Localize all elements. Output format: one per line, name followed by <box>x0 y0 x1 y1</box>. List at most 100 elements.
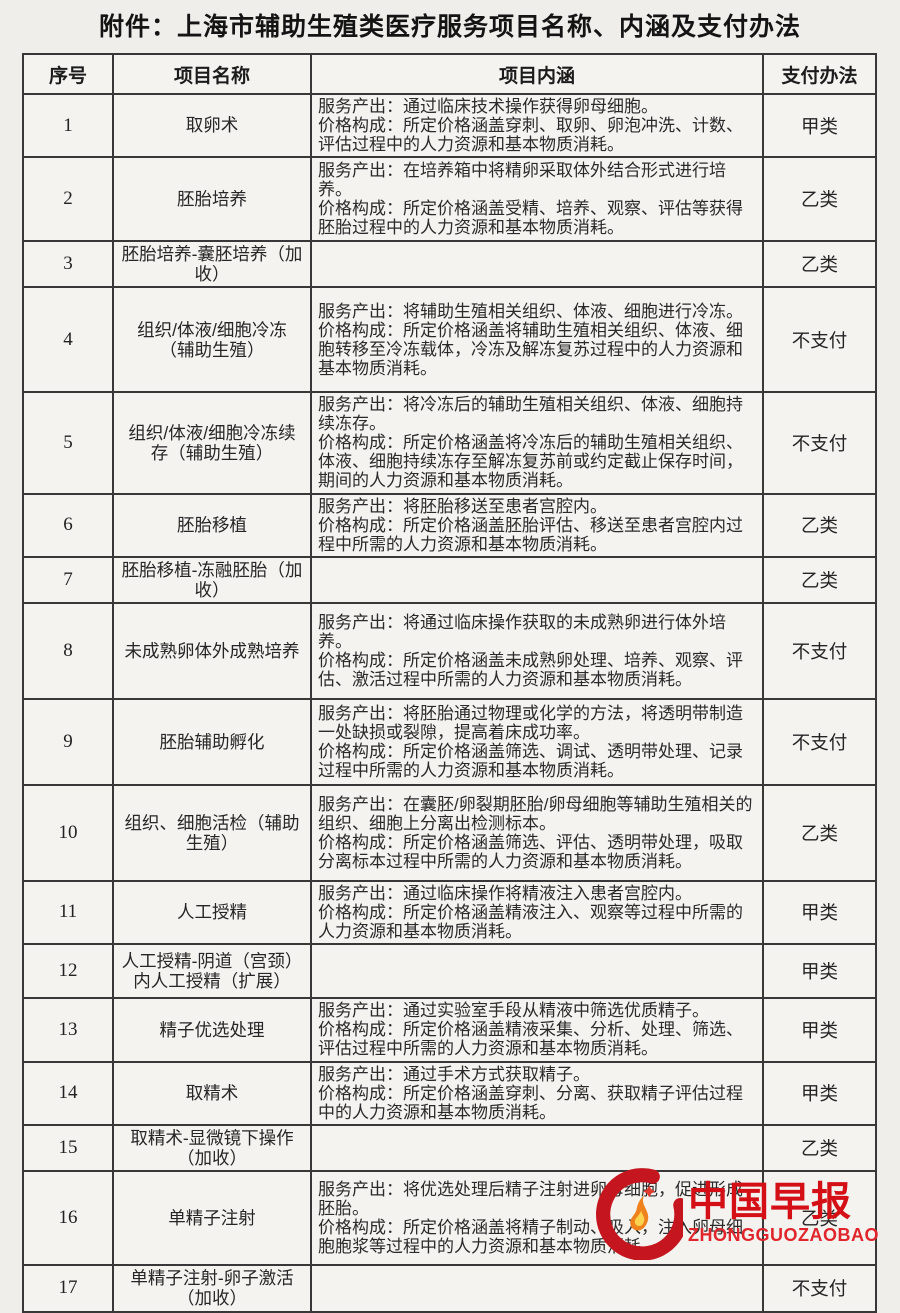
payment-method-value: 乙类 <box>762 555 877 604</box>
project-name: 组织/体液/细胞冷冻续存（辅助生殖） <box>112 391 312 495</box>
project-name: 单精子注射 <box>112 1170 312 1267</box>
price-composition-text: 价格构成：所定价格涵盖胚胎评估、移送至患者宫腔内过程中所需的人力资源和基本物质消… <box>318 515 743 554</box>
price-composition-text: 价格构成：所定价格涵盖将辅助生殖相关组织、体液、细胞转移至冷冻载体，冷冻及解冻复… <box>318 320 743 378</box>
project-name: 人工授精-阴道（宫颈）内人工授精（扩展） <box>112 942 312 999</box>
column-header-payment-method: 支付办法 <box>762 53 877 95</box>
row-number: 8 <box>22 601 114 700</box>
row-number: 4 <box>22 286 114 394</box>
service-output-text: 服务产出：将冷冻后的辅助生殖相关组织、体液、细胞持续冻存。 <box>318 395 743 434</box>
payment-method-value: 乙类 <box>762 1124 877 1173</box>
row-number: 16 <box>22 1170 114 1267</box>
row-number: 13 <box>22 996 114 1063</box>
project-content <box>310 240 764 289</box>
service-output-text: 服务产出：通过临床技术操作获得卵母细胞。 <box>318 97 658 116</box>
payment-method-value: 不支付 <box>762 1264 877 1313</box>
project-name: 胚胎移植 <box>112 492 312 558</box>
project-name: 组织、细胞活检（辅助生殖） <box>112 783 312 882</box>
service-items-table: 序号 项目名称 项目内涵 支付办法 1 取卵术 服务产出：通过临床技术操作获得卵… <box>22 53 877 1313</box>
payment-method-value: 甲类 <box>762 1060 877 1127</box>
service-output-text: 服务产出：将辅助生殖相关组织、体液、细胞进行冷冻。 <box>318 301 743 321</box>
payment-method-value: 不支付 <box>762 286 877 394</box>
price-composition-text: 价格构成：所定价格涵盖精液采集、分析、处理、筛选、评估过程中所需的人力资源和基本… <box>318 1020 743 1059</box>
table-row: 3 胚胎培养-囊胚培养（加收） 乙类 <box>22 240 877 289</box>
payment-method-value: 乙类 <box>762 1170 877 1267</box>
table-row: 5 组织/体液/细胞冷冻续存（辅助生殖） 服务产出：将冷冻后的辅助生殖相关组织、… <box>22 391 877 495</box>
price-composition-text: 价格构成：所定价格涵盖将冷冻后的辅助生殖相关组织、体液、细胞持续冻存至解冻复苏前… <box>318 433 743 491</box>
table-row: 9 胚胎辅助孵化 服务产出：将胚胎通过物理或化学的方法，将透明带制造一处缺损或裂… <box>22 697 877 786</box>
column-header-project-name: 项目名称 <box>112 53 312 95</box>
page-title: 附件：上海市辅助生殖类医疗服务项目名称、内涵及支付办法 <box>98 13 801 41</box>
table-row: 14 取精术 服务产出：通过手术方式获取精子。 价格构成：所定价格涵盖穿刺、分离… <box>22 1060 877 1127</box>
price-composition-text: 价格构成：所定价格涵盖穿刺、取卵、卵泡冲洗、计数、评估过程中的人力资源和基本物质… <box>318 116 743 155</box>
service-output-text: 服务产出：将胚胎移送至患者宫腔内。 <box>318 496 607 516</box>
row-number: 6 <box>22 492 114 558</box>
project-content: 服务产出：将胚胎移送至患者宫腔内。 价格构成：所定价格涵盖胚胎评估、移送至患者宫… <box>310 492 764 558</box>
project-name: 胚胎培养 <box>112 156 312 243</box>
row-number: 10 <box>22 783 114 882</box>
table-row: 2 胚胎培养 服务产出：在培养箱中将精卵采取体外结合形式进行培养。 价格构成：所… <box>22 156 877 243</box>
project-name: 取卵术 <box>112 92 312 159</box>
project-name: 精子优选处理 <box>112 996 312 1063</box>
price-composition-text: 价格构成：所定价格涵盖将精子制动、吸入，注入卵母细胞胞浆等过程中的人力资源和基本… <box>318 1218 743 1257</box>
table-row: 13 精子优选处理 服务产出：通过实验室手段从精液中筛选优质精子。 价格构成：所… <box>22 996 877 1063</box>
service-output-text: 服务产出：在培养箱中将精卵采取体外结合形式进行培养。 <box>318 161 726 200</box>
project-content: 服务产出：通过临床技术操作获得卵母细胞。 价格构成：所定价格涵盖穿刺、取卵、卵泡… <box>310 92 764 159</box>
service-output-text: 服务产出：在囊胚/卵裂期胚胎/卵母细胞等辅助生殖相关的组织、细胞上分离出检测标本… <box>318 794 753 833</box>
row-number: 2 <box>22 156 114 243</box>
project-content <box>310 942 764 999</box>
service-output-text: 服务产出：通过临床操作将精液注入患者宫腔内。 <box>318 883 692 903</box>
project-name: 单精子注射-卵子激活（加收） <box>112 1264 312 1313</box>
table-row: 8 未成熟卵体外成熟培养 服务产出：将通过临床操作获取的未成熟卵进行体外培养。 … <box>22 601 877 700</box>
project-name: 人工授精 <box>112 879 312 945</box>
table-row: 7 胚胎移植-冻融胚胎（加收） 乙类 <box>22 555 877 604</box>
price-composition-text: 价格构成：所定价格涵盖未成熟卵处理、培养、观察、评估、激活过程中所需的人力资源和… <box>318 650 743 689</box>
project-name: 胚胎辅助孵化 <box>112 697 312 786</box>
table-row: 1 取卵术 服务产出：通过临床技术操作获得卵母细胞。 价格构成：所定价格涵盖穿刺… <box>22 92 877 159</box>
project-content <box>310 555 764 604</box>
payment-method-value: 甲类 <box>762 879 877 945</box>
payment-method-value: 甲类 <box>762 996 877 1063</box>
column-header-number: 序号 <box>22 53 114 95</box>
project-name: 取精术 <box>112 1060 312 1127</box>
project-name: 胚胎移植-冻融胚胎（加收） <box>112 555 312 604</box>
project-content: 服务产出：通过临床操作将精液注入患者宫腔内。 价格构成：所定价格涵盖精液注入、观… <box>310 879 764 945</box>
payment-method-value: 甲类 <box>762 92 877 159</box>
service-output-text: 服务产出：将通过临床操作获取的未成熟卵进行体外培养。 <box>318 612 726 651</box>
payment-method-value: 甲类 <box>762 942 877 999</box>
table-row: 16 单精子注射 服务产出：将优选处理后精子注射进卵母细胞，促进形成胚胎。 价格… <box>22 1170 877 1267</box>
payment-method-value: 乙类 <box>762 240 877 289</box>
project-content: 服务产出：将辅助生殖相关组织、体液、细胞进行冷冻。 价格构成：所定价格涵盖将辅助… <box>310 286 764 394</box>
project-content: 服务产出：将优选处理后精子注射进卵母细胞，促进形成胚胎。 价格构成：所定价格涵盖… <box>310 1170 764 1267</box>
project-content <box>310 1264 764 1313</box>
row-number: 11 <box>22 879 114 945</box>
table-row: 12 人工授精-阴道（宫颈）内人工授精（扩展） 甲类 <box>22 942 877 999</box>
row-number: 12 <box>22 942 114 999</box>
price-composition-text: 价格构成：所定价格涵盖筛选、评估、透明带处理，吸取分离标本过程中所需的人力资源和… <box>318 832 743 871</box>
table-row: 15 取精术-显微镜下操作（加收） 乙类 <box>22 1124 877 1173</box>
table-row: 6 胚胎移植 服务产出：将胚胎移送至患者宫腔内。 价格构成：所定价格涵盖胚胎评估… <box>22 492 877 558</box>
row-number: 5 <box>22 391 114 495</box>
project-content: 服务产出：在培养箱中将精卵采取体外结合形式进行培养。 价格构成：所定价格涵盖受精… <box>310 156 764 243</box>
project-name: 组织/体液/细胞冷冻（辅助生殖） <box>112 286 312 394</box>
project-content: 服务产出：将通过临床操作获取的未成熟卵进行体外培养。 价格构成：所定价格涵盖未成… <box>310 601 764 700</box>
service-output-text: 服务产出：通过实验室手段从精液中筛选优质精子。 <box>318 1001 709 1021</box>
column-header-project-content: 项目内涵 <box>310 53 764 95</box>
project-name: 取精术-显微镜下操作（加收） <box>112 1124 312 1173</box>
project-name: 胚胎培养-囊胚培养（加收） <box>112 240 312 289</box>
service-output-text: 服务产出：将胚胎通过物理或化学的方法，将透明带制造一处缺损或裂隙，提高着床成功率… <box>318 703 743 742</box>
project-content <box>310 1124 764 1173</box>
payment-method-value: 乙类 <box>762 783 877 882</box>
row-number: 3 <box>22 240 114 289</box>
price-composition-text: 价格构成：所定价格涵盖筛选、调试、透明带处理、记录过程中所需的人力资源和基本物质… <box>318 741 743 780</box>
project-content: 服务产出：将胚胎通过物理或化学的方法，将透明带制造一处缺损或裂隙，提高着床成功率… <box>310 697 764 786</box>
payment-method-value: 不支付 <box>762 697 877 786</box>
table-row: 4 组织/体液/细胞冷冻（辅助生殖） 服务产出：将辅助生殖相关组织、体液、细胞进… <box>22 286 877 394</box>
price-composition-text: 价格构成：所定价格涵盖穿刺、分离、获取精子评估过程中的人力资源和基本物质消耗。 <box>318 1083 743 1122</box>
project-content: 服务产出：通过实验室手段从精液中筛选优质精子。 价格构成：所定价格涵盖精液采集、… <box>310 996 764 1063</box>
table-header-row: 序号 项目名称 项目内涵 支付办法 <box>22 53 877 95</box>
project-content: 服务产出：将冷冻后的辅助生殖相关组织、体液、细胞持续冻存。 价格构成：所定价格涵… <box>310 391 764 495</box>
project-name: 未成熟卵体外成熟培养 <box>112 601 312 700</box>
service-output-text: 服务产出：通过手术方式获取精子。 <box>318 1064 590 1084</box>
payment-method-value: 乙类 <box>762 156 877 243</box>
row-number: 15 <box>22 1124 114 1173</box>
